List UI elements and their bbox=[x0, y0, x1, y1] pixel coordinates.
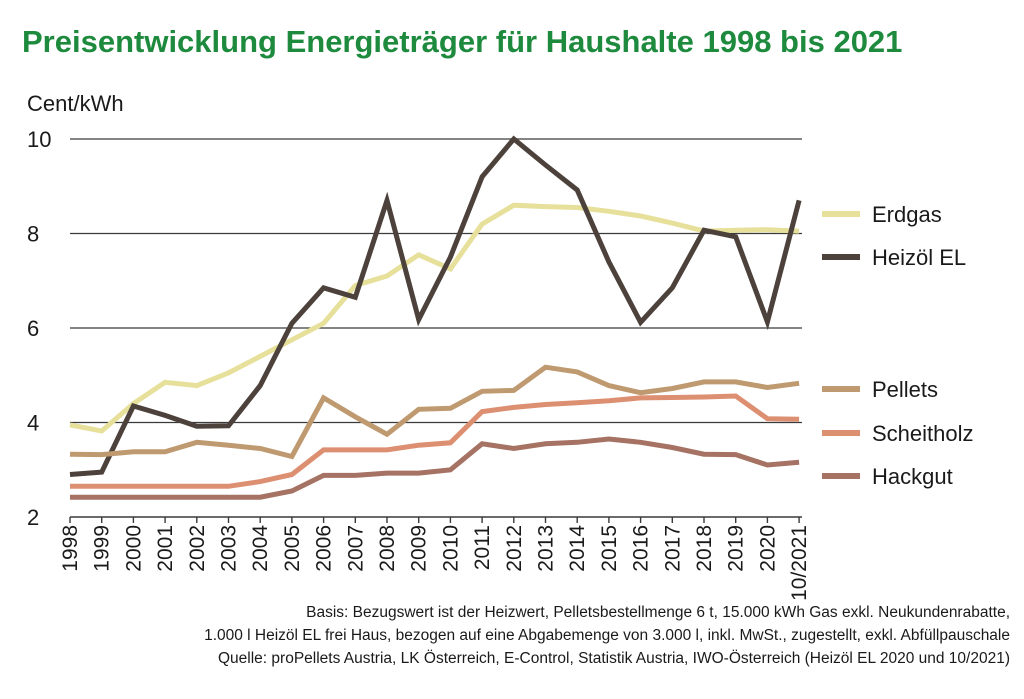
x-tick-label: 2012 bbox=[503, 525, 526, 572]
legend-label-heiz-l-el: Heizöl EL bbox=[872, 245, 966, 270]
x-tick-label: 2016 bbox=[630, 525, 653, 572]
y-tick-label: 8 bbox=[27, 222, 39, 247]
x-tick-label: 2005 bbox=[281, 525, 304, 572]
x-tick-label: 2019 bbox=[725, 525, 748, 572]
x-tick-label: 2006 bbox=[313, 525, 336, 572]
x-tick-label: 2011 bbox=[471, 525, 494, 570]
note-line-2: 1.000 l Heizöl EL frei Haus, bezogen auf… bbox=[204, 627, 1010, 644]
x-tick-label: 2007 bbox=[344, 525, 367, 572]
y-tick-label: 10 bbox=[27, 127, 51, 152]
y-tick-label: 6 bbox=[27, 316, 39, 341]
legend-label-erdgas: Erdgas bbox=[872, 202, 942, 227]
legend: Erdgas Heizöl EL Pellets Scheitholz Hackgut bbox=[822, 202, 974, 489]
y-tick-label: 4 bbox=[27, 411, 39, 436]
series-line-pellets bbox=[69, 364, 800, 460]
series-lines bbox=[69, 135, 802, 500]
x-tick-label: 2018 bbox=[693, 525, 716, 572]
y-axis-unit-label: Cent/kWh bbox=[27, 91, 124, 116]
x-tick-label: 1998 bbox=[59, 525, 82, 572]
x-tick-label: 2020 bbox=[756, 525, 779, 572]
x-tick-label: 2017 bbox=[661, 525, 684, 572]
x-tick-label: 2003 bbox=[218, 525, 241, 572]
chart-title: Preisentwicklung Energieträger für Haush… bbox=[22, 24, 902, 59]
x-tick-label: 2004 bbox=[249, 525, 272, 572]
grid-lines bbox=[70, 138, 802, 518]
source-notes: Basis: Bezugswert ist der Heizwert, Pell… bbox=[204, 604, 1010, 667]
x-tick-label: 10/2021 bbox=[788, 525, 811, 601]
y-tick-label: 2 bbox=[27, 505, 39, 530]
x-tick-label: 2010 bbox=[439, 525, 462, 572]
y-axis-ticks: 2 4 6 8 10 bbox=[27, 127, 51, 530]
x-tick-label: 2008 bbox=[376, 525, 399, 572]
x-tick-label: 2014 bbox=[566, 525, 589, 572]
legend-label-pellets: Pellets bbox=[872, 377, 938, 402]
x-tick-label: 2000 bbox=[122, 525, 145, 572]
series-line-erdgas bbox=[69, 202, 800, 434]
series-line-heiz-l-el bbox=[69, 135, 802, 477]
x-axis-ticks: 1998 1999 2000 2001 2002 2003 2004 2005 2006 2007… bbox=[59, 517, 811, 601]
series-line-hackgut bbox=[70, 436, 800, 500]
legend-label-hackgut: Hackgut bbox=[872, 464, 953, 489]
x-tick-label: 2015 bbox=[598, 525, 621, 572]
note-line-1: Basis: Bezugswert ist der Heizwert, Pell… bbox=[306, 604, 1010, 621]
x-tick-label: 1999 bbox=[91, 525, 114, 572]
series-line-scheitholz bbox=[70, 393, 800, 489]
note-line-3: Quelle: proPellets Austria, LK Österreic… bbox=[218, 649, 1010, 667]
x-tick-label: 2009 bbox=[408, 525, 431, 572]
x-tick-label: 2001 bbox=[154, 525, 177, 572]
x-tick-label: 2013 bbox=[535, 525, 558, 572]
legend-label-scheitholz: Scheitholz bbox=[872, 421, 974, 446]
x-tick-label: 2002 bbox=[186, 525, 209, 572]
